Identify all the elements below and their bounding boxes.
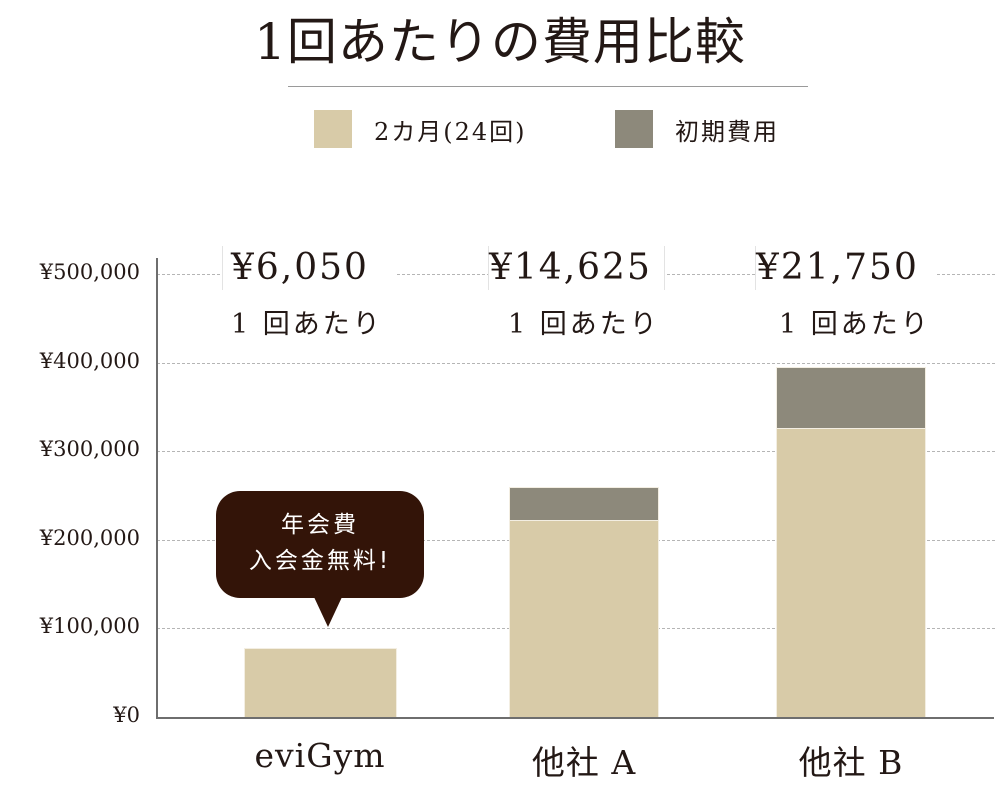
callout-line-2: 入会金無料! [248, 548, 392, 574]
legend-label-initial: 初期費用 [675, 117, 779, 146]
legend: 2カ月(24回) 初期費用 [0, 108, 1000, 150]
price-other-b: ¥21,750 [756, 247, 919, 288]
bar-other-b-initial [776, 367, 926, 429]
legend-label-monthly: 2カ月(24回) [374, 117, 527, 146]
y-tick-0: ¥0 [113, 703, 140, 727]
x-label-evigym: eviGym [254, 736, 386, 775]
per-session-other-a: 1 回あたり [508, 309, 660, 340]
price-evigym: ¥6,050 [231, 247, 369, 288]
per-session-evigym: 1 回あたり [231, 309, 383, 340]
chart-title: 1回あたりの費用比較 [254, 13, 746, 71]
title-divider [288, 86, 808, 87]
y-tick-300000: ¥300,000 [39, 437, 140, 461]
x-label-other-b: 他社 B [798, 743, 904, 782]
price-annotation-other-a: ¥14,625 [489, 250, 664, 290]
y-tick-500000: ¥500,000 [39, 260, 140, 284]
per-session-other-b: 1 回あたり [779, 309, 931, 340]
bar-other-b-monthly [776, 428, 926, 718]
bar-evigym-monthly [244, 648, 397, 718]
price-annotation-other-b: ¥21,750 [756, 250, 936, 290]
bar-other-a-monthly [509, 520, 659, 718]
price-annotation-evigym: ¥6,050 [223, 250, 396, 290]
y-tick-400000: ¥400,000 [39, 349, 140, 373]
bar-other-a-initial [509, 487, 659, 521]
y-tick-100000: ¥100,000 [39, 614, 140, 638]
y-tick-200000: ¥200,000 [39, 526, 140, 550]
legend-item-monthly: 2カ月(24回) [314, 108, 527, 150]
callout-pointer [314, 597, 342, 627]
free-fee-callout: 年会費 入会金無料! [216, 491, 424, 627]
callout-line-1: 年会費 [281, 512, 359, 538]
legend-swatch-initial [615, 110, 653, 148]
x-label-other-a: 他社 A [531, 743, 637, 782]
price-separator [488, 246, 489, 290]
price-other-a: ¥14,625 [489, 247, 652, 288]
y-axis-line [156, 258, 158, 719]
price-separator [664, 246, 665, 290]
gridline-400000 [157, 363, 995, 364]
price-separator [222, 246, 223, 290]
price-separator [755, 246, 756, 290]
x-axis-line [156, 717, 994, 719]
gridline-300000 [157, 451, 995, 452]
legend-swatch-monthly [314, 110, 352, 148]
legend-item-initial: 初期費用 [615, 108, 779, 150]
